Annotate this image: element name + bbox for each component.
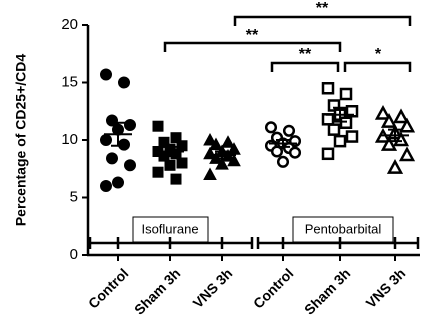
y-tick-label: 0 bbox=[70, 246, 78, 263]
error-bar bbox=[163, 145, 177, 158]
data-point bbox=[203, 167, 217, 180]
data-point bbox=[270, 145, 284, 158]
data-point bbox=[118, 138, 130, 151]
data-point bbox=[392, 131, 410, 147]
data-point bbox=[386, 158, 404, 174]
y-tick-label: 15 bbox=[61, 73, 78, 90]
data-point bbox=[124, 119, 136, 132]
y-tick-label: 5 bbox=[70, 188, 78, 205]
significance-label: ** bbox=[316, 0, 329, 17]
data-point bbox=[339, 87, 353, 101]
x-tick-label: Control bbox=[250, 265, 297, 312]
data-point bbox=[170, 173, 182, 185]
data-point bbox=[264, 121, 278, 134]
y-axis-label: Percentage of CD25+/CD4 bbox=[13, 54, 29, 227]
data-point bbox=[333, 134, 347, 148]
data-point bbox=[276, 155, 290, 168]
group-label: Pentobarbital bbox=[305, 221, 382, 236]
data-point bbox=[321, 113, 335, 126]
data-point bbox=[152, 120, 164, 132]
data-point bbox=[398, 146, 416, 162]
significance-label: ** bbox=[246, 27, 259, 44]
data-point bbox=[321, 147, 335, 161]
data-point bbox=[118, 76, 130, 89]
x-tick-label: Sham 3h bbox=[131, 265, 184, 318]
data-point bbox=[170, 132, 182, 144]
data-point bbox=[345, 105, 359, 118]
data-point bbox=[321, 82, 335, 95]
data-point bbox=[339, 116, 353, 129]
data-point bbox=[203, 146, 217, 160]
data-point bbox=[392, 108, 410, 124]
data-point bbox=[327, 123, 341, 136]
group-label: Isoflurane bbox=[141, 221, 198, 236]
significance-bracket bbox=[233, 15, 412, 26]
error-bar bbox=[276, 139, 290, 148]
data-point bbox=[106, 152, 118, 165]
error-bar bbox=[388, 128, 402, 143]
significance-bracket bbox=[343, 61, 412, 72]
group-box bbox=[292, 216, 394, 243]
data-point bbox=[176, 157, 188, 169]
data-point bbox=[100, 134, 112, 146]
data-point bbox=[221, 135, 235, 148]
data-point bbox=[124, 159, 136, 172]
data-point bbox=[345, 130, 359, 143]
significance-label: * bbox=[375, 46, 382, 63]
data-point bbox=[288, 146, 302, 159]
significance-label: ** bbox=[299, 46, 312, 63]
data-point bbox=[112, 176, 124, 189]
x-tick-label: VNS 3h bbox=[363, 265, 409, 311]
data-point bbox=[170, 148, 182, 160]
data-point bbox=[282, 124, 296, 137]
x-tick-label: VNS 3h bbox=[190, 265, 236, 311]
y-tick-label: 10 bbox=[61, 131, 78, 148]
x-tick-label: Sham 3h bbox=[301, 265, 354, 318]
y-tick-label: 20 bbox=[61, 16, 78, 33]
error-bar bbox=[111, 121, 125, 147]
significance-bracket bbox=[163, 41, 342, 52]
data-point bbox=[380, 135, 398, 151]
data-point bbox=[100, 68, 112, 81]
data-point bbox=[398, 117, 416, 133]
data-point bbox=[152, 166, 164, 178]
data-point bbox=[164, 159, 176, 171]
data-point bbox=[203, 132, 217, 146]
data-point bbox=[215, 157, 229, 170]
data-point bbox=[209, 137, 223, 151]
data-point bbox=[380, 112, 398, 128]
significance-bracket bbox=[270, 61, 340, 72]
data-point bbox=[100, 180, 112, 192]
error-bar bbox=[215, 150, 229, 160]
x-tick-label: Control bbox=[85, 265, 132, 312]
data-point bbox=[227, 153, 241, 167]
error-bar bbox=[333, 106, 347, 123]
data-point bbox=[374, 104, 392, 120]
